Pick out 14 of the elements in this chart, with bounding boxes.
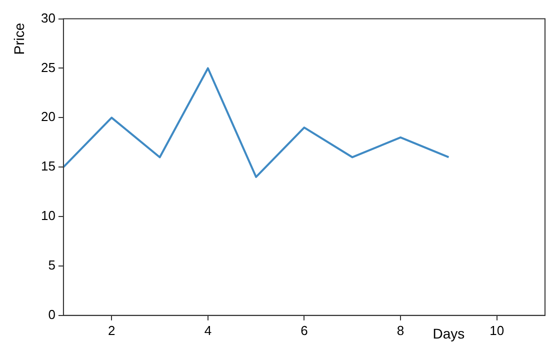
y-tick-label: 15 [40,158,56,174]
y-tick-label: 25 [40,60,56,75]
y-tick-label: 0 [48,306,56,322]
x-tick-label: 4 [204,322,212,338]
x-tick-label: 2 [108,322,116,338]
x-tick-label: 10 [490,322,504,338]
x-tick-label: 8 [396,322,404,338]
y-tick-label: 30 [40,10,56,26]
y-axis-title: Price [10,22,27,55]
x-tick-label: 6 [300,322,308,338]
y-tick-label: 10 [40,208,56,224]
y-tick-label: 5 [48,258,56,273]
y-tick-label: 20 [40,109,56,124]
x-axis-title: Days [432,325,465,342]
